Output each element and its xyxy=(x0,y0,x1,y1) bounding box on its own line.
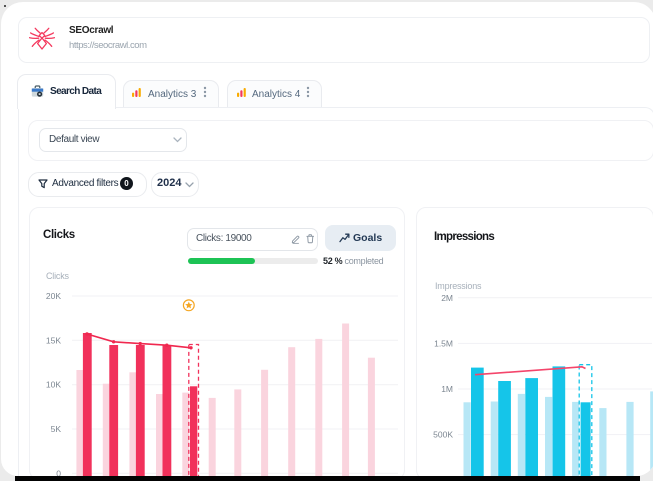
svg-text:20K: 20K xyxy=(46,291,61,301)
svg-text:1M: 1M xyxy=(441,384,453,394)
svg-text:2M: 2M xyxy=(441,293,453,303)
svg-text:500K: 500K xyxy=(433,430,453,440)
svg-text:5K: 5K xyxy=(51,424,62,434)
svg-text:0: 0 xyxy=(56,468,61,476)
svg-text:15K: 15K xyxy=(46,335,61,345)
svg-text:10K: 10K xyxy=(46,380,61,390)
svg-text:1.5M: 1.5M xyxy=(434,338,453,348)
